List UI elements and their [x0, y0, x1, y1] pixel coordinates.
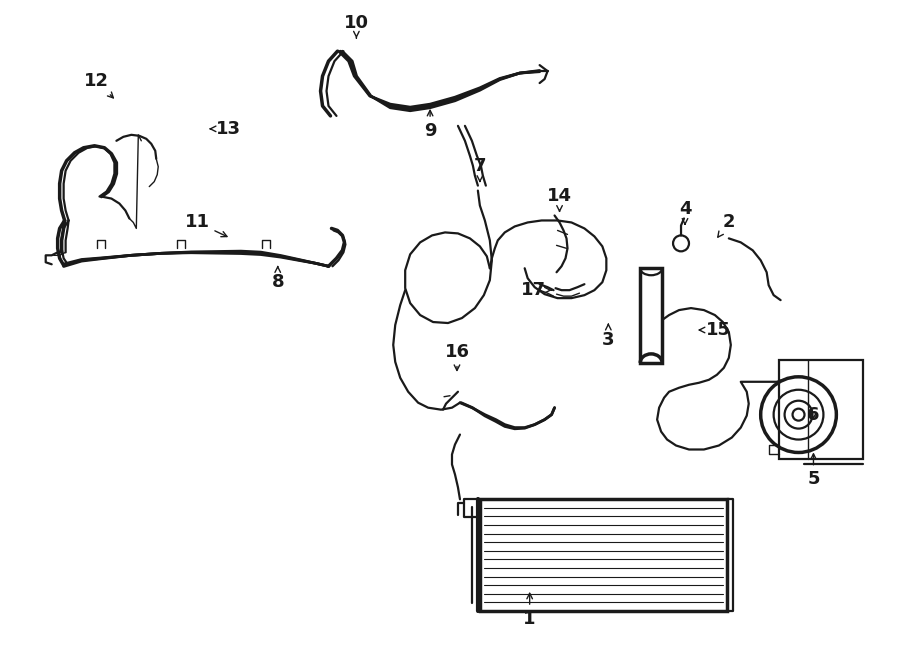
Text: 10: 10 [344, 15, 369, 38]
Text: 17: 17 [521, 281, 552, 299]
Text: 4: 4 [679, 200, 691, 224]
Text: 2: 2 [718, 214, 735, 237]
Text: 3: 3 [602, 325, 615, 349]
Text: 8: 8 [272, 267, 284, 292]
Text: 14: 14 [547, 186, 572, 212]
Bar [778, 360, 863, 459]
Text: 5: 5 [807, 454, 820, 488]
Text: 9: 9 [424, 110, 436, 140]
Text: 12: 12 [84, 72, 113, 98]
Text: 7: 7 [473, 157, 486, 181]
Text: 11: 11 [184, 214, 227, 237]
Text: 16: 16 [445, 343, 470, 370]
Text: 13: 13 [211, 120, 241, 138]
Text: 15: 15 [699, 321, 732, 339]
Circle shape [793, 408, 805, 420]
Text: 6: 6 [807, 406, 820, 424]
Bar [480, 499, 727, 611]
Text: 1: 1 [524, 593, 536, 628]
Bar [640, 268, 662, 363]
